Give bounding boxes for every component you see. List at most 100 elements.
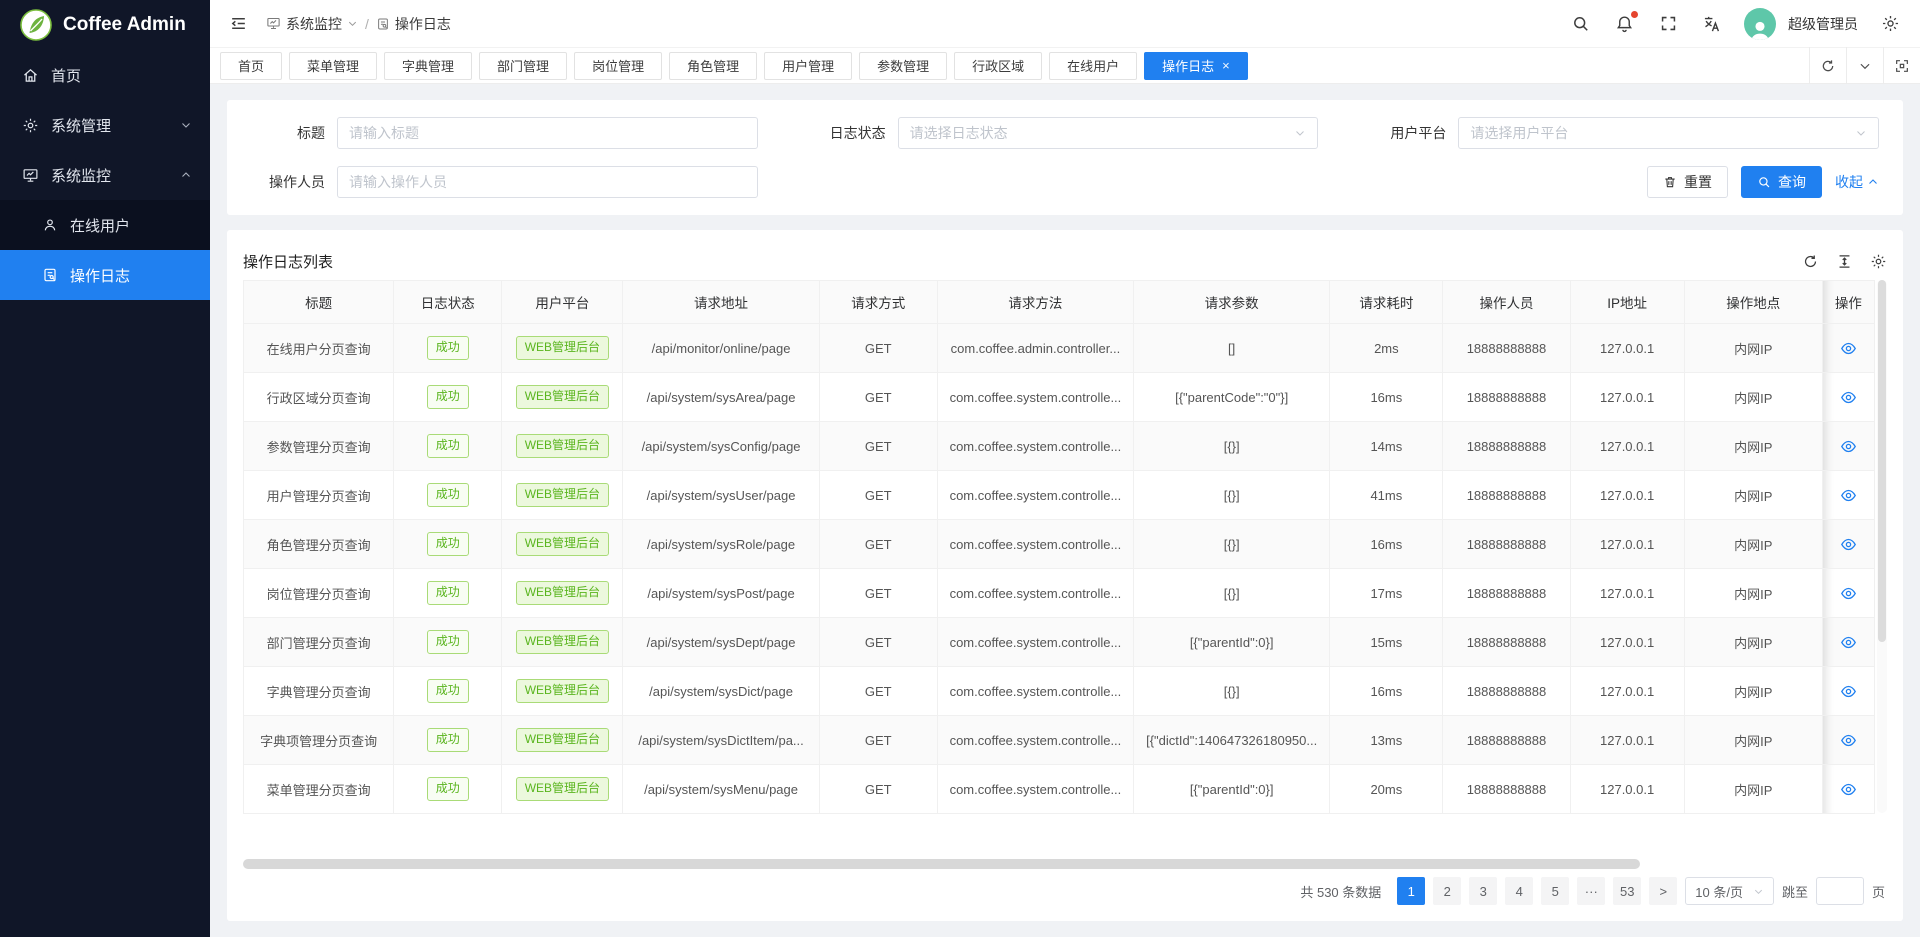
title-input[interactable] [337, 117, 758, 149]
cell-ip: 127.0.0.1 [1569, 519, 1685, 569]
language-translate-icon[interactable] [1700, 12, 1724, 36]
top-header: 系统监控 / 操作日志 [210, 0, 1920, 47]
column-header[interactable]: 请求方式 [818, 280, 938, 324]
breadcrumb-item-monitor[interactable]: 系统监控 [266, 14, 358, 34]
sidebar-item-online-users[interactable]: 在线用户 [0, 200, 210, 250]
view-detail-eye-icon[interactable] [1840, 487, 1857, 504]
tabs-dropdown-chevron-icon[interactable] [1846, 47, 1883, 84]
page-size-select[interactable]: 10 条/页 [1685, 877, 1774, 905]
page-tab[interactable]: 字典管理 [384, 51, 473, 80]
cell-location: 内网IP [1683, 617, 1823, 667]
home-icon [24, 68, 37, 82]
page-number-button[interactable]: 2 [1433, 877, 1462, 905]
notification-bell-icon[interactable] [1612, 10, 1638, 36]
cell-operator: 18888888888 [1442, 372, 1571, 422]
view-detail-eye-icon[interactable] [1840, 781, 1857, 798]
column-header[interactable]: 请求方法 [936, 280, 1135, 324]
platform-badge: WEB管理后台 [515, 336, 610, 360]
column-header[interactable]: IP地址 [1569, 280, 1685, 324]
table-row: 角色管理分页查询 成功 WEB管理后台 /api/system/sysRole/… [242, 519, 1876, 569]
table-horizontal-scrollbar[interactable] [243, 859, 1887, 869]
view-detail-eye-icon[interactable] [1840, 340, 1857, 357]
view-detail-eye-icon[interactable] [1840, 536, 1857, 553]
platform-select[interactable]: 请选择用户平台 [1458, 117, 1879, 149]
page-tab[interactable]: 部门管理 [479, 51, 568, 80]
column-header[interactable]: 用户平台 [501, 280, 624, 324]
page-tab[interactable]: 岗位管理 [574, 51, 663, 80]
page-number-button[interactable]: 53 [1613, 877, 1642, 905]
cell-request-time: 2ms [1329, 323, 1444, 373]
column-header[interactable]: 请求地址 [622, 280, 820, 324]
cell-actions [1821, 421, 1876, 471]
vertical-scrollbar-thumb[interactable] [1878, 280, 1886, 643]
operator-input[interactable] [337, 166, 758, 198]
tabs-refresh-icon[interactable] [1809, 47, 1846, 84]
view-detail-eye-icon[interactable] [1840, 585, 1857, 602]
view-detail-eye-icon[interactable] [1840, 634, 1857, 651]
cell-title: 角色管理分页查询 [242, 519, 395, 569]
page-tab[interactable]: 在线用户 [1049, 51, 1138, 80]
table-density-icon[interactable] [1836, 253, 1853, 270]
cell-platform: WEB管理后台 [501, 519, 624, 569]
sidebar-item-system-management[interactable]: 系统管理 [0, 100, 210, 150]
fullscreen-icon[interactable] [1656, 12, 1680, 36]
column-header[interactable]: 请求耗时 [1329, 280, 1444, 324]
username-label[interactable]: 超级管理员 [1788, 15, 1858, 32]
sidebar-item-operation-log[interactable]: 操作日志 [0, 250, 210, 300]
user-avatar[interactable] [1744, 7, 1776, 40]
column-header[interactable]: 操作地点 [1683, 280, 1823, 324]
page-number-button[interactable]: ··· [1577, 877, 1606, 905]
page-number-button[interactable]: 1 [1397, 877, 1426, 905]
page-tab[interactable]: 行政区域 [954, 51, 1043, 80]
page-number-button[interactable]: 5 [1541, 877, 1570, 905]
view-detail-eye-icon[interactable] [1840, 732, 1857, 749]
page-number-button[interactable]: 4 [1505, 877, 1534, 905]
cell-request-url: /api/system/sysDict/page [622, 666, 820, 716]
settings-gear-icon[interactable] [1878, 12, 1902, 36]
content-maximize-icon[interactable] [1883, 47, 1920, 84]
page-number-button[interactable]: 3 [1469, 877, 1498, 905]
chevron-down-icon [1296, 131, 1305, 136]
cell-platform: WEB管理后台 [501, 715, 624, 765]
reset-button[interactable]: 重置 [1647, 166, 1728, 198]
breadcrumb: 系统监控 / 操作日志 [266, 14, 451, 34]
column-header[interactable]: 日志状态 [393, 280, 503, 324]
monitor-icon [267, 17, 280, 30]
sidebar-item-system-monitor[interactable]: 系统监控 [0, 150, 210, 200]
status-select[interactable]: 请选择日志状态 [897, 117, 1319, 149]
horizontal-scrollbar-thumb[interactable] [243, 859, 1641, 869]
cell-status: 成功 [393, 666, 503, 716]
column-header[interactable]: 标题 [242, 280, 395, 324]
column-header[interactable]: 操作 [1821, 280, 1876, 324]
page-tab[interactable]: 菜单管理 [289, 51, 378, 80]
search-button[interactable]: 查询 [1741, 166, 1822, 198]
cell-request-params: [{}] [1133, 666, 1331, 716]
breadcrumb-item-operation-log[interactable]: 操作日志 [376, 14, 451, 34]
view-detail-eye-icon[interactable] [1840, 389, 1857, 406]
jump-page-input[interactable] [1815, 877, 1864, 905]
cell-location: 内网IP [1683, 519, 1823, 569]
page-tab[interactable]: 首页 [220, 51, 283, 80]
sidebar-collapse-icon[interactable] [226, 12, 250, 36]
column-header[interactable]: 操作人员 [1442, 280, 1571, 324]
table-vertical-scrollbar[interactable] [1877, 280, 1887, 813]
page-tab[interactable]: 角色管理 [669, 51, 758, 80]
tabbar-controls [1809, 47, 1920, 84]
table-refresh-icon[interactable] [1802, 253, 1819, 270]
table-settings-icon[interactable] [1870, 253, 1887, 270]
page-tab[interactable]: 参数管理 [859, 51, 948, 80]
search-icon[interactable] [1568, 12, 1592, 36]
filter-title-item: 标题 [243, 117, 758, 149]
page-tab[interactable]: 用户管理 [764, 51, 853, 80]
view-detail-eye-icon[interactable] [1840, 683, 1857, 700]
column-header[interactable]: 请求参数 [1133, 280, 1331, 324]
page-tab[interactable]: 操作日志 × [1144, 51, 1248, 80]
collapse-filter-link[interactable]: 收起 [1835, 172, 1879, 192]
next-page-button[interactable]: > [1649, 877, 1678, 905]
cell-request-function: com.coffee.admin.controller... [936, 323, 1135, 373]
view-detail-eye-icon[interactable] [1840, 438, 1857, 455]
tab-close-icon[interactable]: × [1222, 58, 1230, 73]
cell-location: 内网IP [1683, 764, 1823, 814]
sidebar-item-home[interactable]: 首页 [0, 50, 210, 100]
cell-platform: WEB管理后台 [501, 323, 624, 373]
